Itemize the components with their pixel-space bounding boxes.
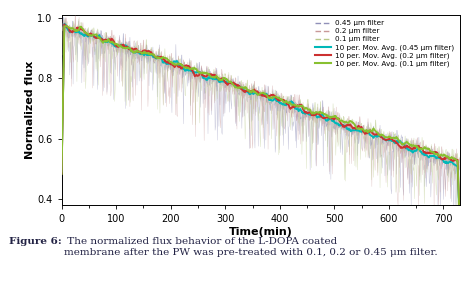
X-axis label: Time(min): Time(min) bbox=[229, 227, 292, 237]
Y-axis label: Normalized flux: Normalized flux bbox=[25, 61, 35, 159]
Text: Figure 6:: Figure 6: bbox=[9, 237, 62, 246]
Text: The normalized flux behavior of the ​L-DOPA coated
membrane after the PW was pre: The normalized flux behavior of the ​L-D… bbox=[64, 237, 438, 257]
Legend: 0.45 μm filter, 0.2 μm filter, 0.1 μm filter, 10 per. Mov. Avg. (0.45 μm filter): 0.45 μm filter, 0.2 μm filter, 0.1 μm fi… bbox=[313, 18, 456, 69]
